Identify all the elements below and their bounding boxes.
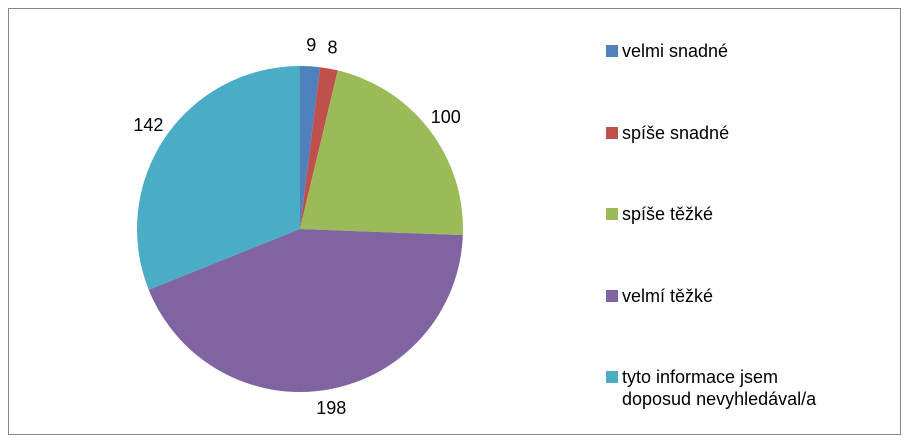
legend-item: spíše těžké	[606, 203, 842, 225]
legend-label: spíše snadné	[622, 123, 730, 143]
data-label: 198	[316, 398, 346, 418]
data-label: 100	[431, 107, 461, 127]
legend-swatch	[606, 290, 618, 302]
legend-item: tyto informace jsem doposud nevyhledával…	[606, 366, 842, 410]
data-label: 8	[328, 38, 338, 58]
pie-slice	[300, 67, 338, 229]
legend-label: velmi snadné	[622, 41, 729, 61]
legend-label: spíše těžké	[622, 204, 714, 224]
legend-item: velmí těžké	[606, 285, 842, 307]
pie-slice	[137, 66, 300, 290]
legend-label: tyto informace jsem doposud nevyhledával…	[622, 367, 817, 409]
legend-item: spíše snadné	[606, 122, 842, 144]
legend-swatch	[606, 208, 618, 220]
pie-slice	[300, 66, 321, 229]
legend-swatch	[606, 45, 618, 57]
data-label: 9	[306, 35, 316, 55]
pie-slice	[300, 70, 463, 236]
legend-swatch	[606, 371, 618, 383]
data-label: 142	[133, 115, 163, 135]
legend-label: velmí těžké	[622, 286, 714, 306]
legend-item: velmi snadné	[606, 40, 842, 62]
legend-swatch	[606, 127, 618, 139]
pie-slice	[148, 229, 463, 392]
